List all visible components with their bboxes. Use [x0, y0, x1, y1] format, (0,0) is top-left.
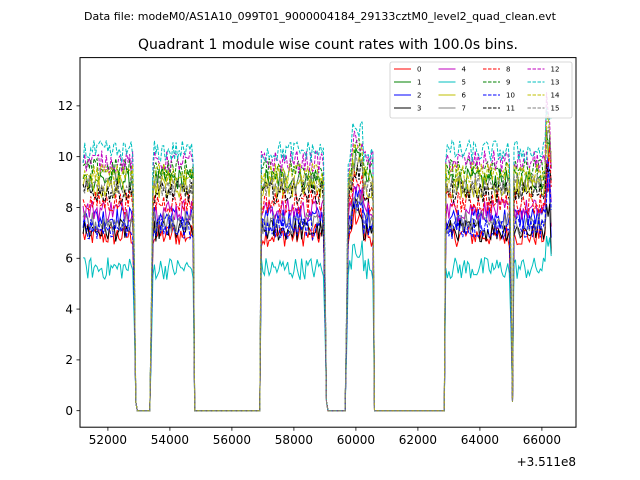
x-tick-label: 58000 [275, 433, 313, 447]
chart-title: Quadrant 1 module wise count rates with … [138, 37, 518, 53]
x-tick-label: 64000 [461, 433, 499, 447]
legend-label-0: 0 [417, 66, 421, 74]
legend-label-4: 4 [462, 66, 467, 74]
y-tick-label: 12 [58, 99, 73, 113]
series-line-12 [82, 92, 552, 412]
legend-label-6: 6 [462, 92, 467, 100]
x-axis: 52000 54000 56000 58000 60000 62000 64000 66000 [89, 427, 561, 447]
y-tick-label: 10 [58, 150, 73, 164]
x-tick-label: 56000 [213, 433, 251, 447]
y-tick-label: 2 [65, 353, 73, 367]
series-line-10 [82, 170, 552, 412]
series-line-8 [82, 145, 552, 412]
x-tick-label: 60000 [337, 433, 375, 447]
suptitle: Data file: modeM0/AS1A10_099T01_90000041… [84, 10, 557, 23]
legend-label-3: 3 [417, 105, 421, 113]
y-tick-label: 8 [65, 201, 73, 215]
y-tick-label: 0 [65, 404, 73, 418]
legend-label-5: 5 [462, 79, 466, 87]
y-axis: 0 2 4 6 8 10 12 [58, 99, 80, 418]
x-tick-label: 66000 [523, 433, 561, 447]
legend-label-15: 15 [551, 105, 560, 113]
series-line-7 [82, 173, 552, 412]
series-line-2 [82, 150, 552, 412]
x-tick-label: 52000 [89, 433, 127, 447]
x-offset-label: +3.511e8 [517, 455, 576, 469]
legend-box [389, 61, 573, 119]
series-line-13 [82, 108, 552, 412]
series-line-9 [82, 130, 552, 412]
legend-label-14: 14 [551, 92, 560, 100]
series-line-0 [82, 181, 552, 412]
series-line-4 [82, 160, 552, 412]
legend-label-7: 7 [462, 105, 466, 113]
legend-label-10: 10 [506, 92, 515, 100]
legend-label-9: 9 [506, 79, 510, 87]
legend-label-12: 12 [551, 66, 560, 74]
series-line-5 [83, 235, 552, 412]
x-tick-label: 54000 [151, 433, 189, 447]
axes-frame [79, 57, 577, 428]
series-line-15 [82, 126, 552, 412]
legend-label-1: 1 [417, 79, 421, 87]
series-line-11 [82, 161, 552, 412]
legend-label-8: 8 [506, 66, 510, 74]
y-tick-label: 4 [65, 302, 73, 316]
y-tick-label: 6 [65, 252, 73, 266]
legend-label-13: 13 [551, 79, 560, 87]
plot-lines [82, 92, 552, 412]
legend-label-2: 2 [417, 92, 421, 100]
x-tick-label: 62000 [399, 433, 437, 447]
legend-label-11: 11 [506, 105, 515, 113]
